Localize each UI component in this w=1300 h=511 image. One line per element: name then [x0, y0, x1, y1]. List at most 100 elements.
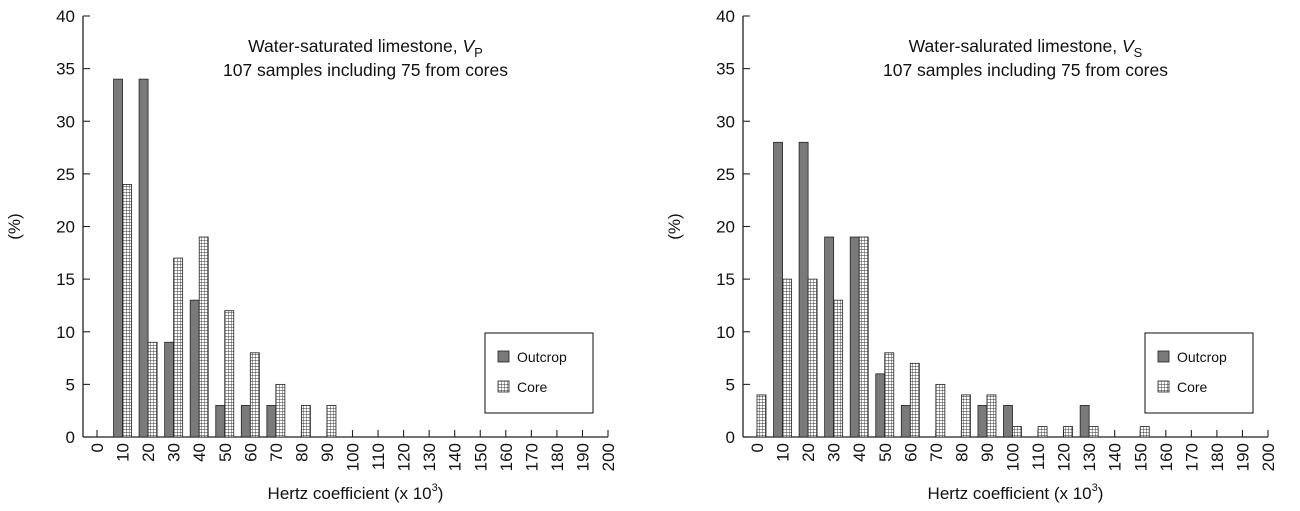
vp-y-tick-label: 30 [56, 112, 75, 131]
vp-bar-core [326, 405, 337, 438]
vs-x-tick-label: 30 [825, 443, 844, 462]
vs-x-tick-label: 100 [1004, 443, 1023, 471]
vp-x-tick-label: 80 [292, 443, 311, 462]
chart-vs: 0 5 10 15 20 25 30 35 40 0 10 20 30 40 50 60 70 80 90 100 11… [660, 0, 1300, 511]
vp-legend-box [484, 332, 594, 414]
vp-bar-outcrop [266, 405, 277, 438]
vs-x-tick-label: 50 [876, 443, 895, 462]
vp-y-tick-label: 10 [56, 323, 75, 342]
vs-x-label: Hertz coefficient (x 103) [928, 482, 1104, 503]
vs-x-label-text: Hertz coefficient (x 10 [928, 484, 1092, 503]
vp-x-tick-label: 50 [216, 443, 235, 462]
vs-bar-outcrop [1079, 405, 1090, 438]
vs-x-tick-label: 60 [901, 443, 920, 462]
vs-bar-core [1063, 426, 1074, 438]
vs-x-tick-label: 70 [927, 443, 946, 462]
chart-vp: 0 5 10 15 20 25 30 35 40 0 10 20 30 40 50 60 70 80 90 100 11… [0, 0, 640, 511]
vp-x-tick-label: 60 [241, 443, 260, 462]
vp-bar-outcrop [164, 341, 175, 438]
vs-x-tick-label: 0 [748, 443, 767, 452]
vp-x-tick-label: 190 [573, 443, 592, 471]
vp-bar-outcrop [189, 299, 200, 438]
vs-legend-outcrop-label: Outcrop [1177, 349, 1227, 365]
vp-subtitle: 107 samples including 75 from cores [223, 60, 508, 80]
vp-legend: Outcrop Core [484, 332, 594, 414]
vs-title-text: Water-salurated limestone, [909, 36, 1122, 56]
vp-bar-core [249, 352, 260, 438]
vp-x-tick-label: 70 [267, 443, 286, 462]
vs-y-tick-label: 40 [716, 7, 735, 26]
vs-bar-outcrop [900, 405, 911, 438]
vp-x-tick-label: 200 [599, 443, 618, 471]
vs-legend-box [1144, 332, 1254, 414]
vs-x-label-sup: 3 [1092, 482, 1098, 494]
vp-bar-outcrop [138, 78, 149, 438]
vp-title-text: Water-saturated limestone, [248, 36, 462, 56]
vp-x-tick-label: 10 [114, 443, 133, 462]
vs-title-sub: S [1134, 45, 1143, 60]
vs-x-tick-label: 80 [952, 443, 971, 462]
vs-legend-core-label: Core [1177, 379, 1208, 395]
vs-bar-outcrop [824, 236, 835, 438]
vs-legend-outcrop-swatch [1157, 350, 1170, 363]
vs-x-tick-label: 40 [850, 443, 869, 462]
vs-subtitle: 107 samples including 75 from cores [883, 60, 1168, 80]
vp-y-label: (%) [5, 213, 24, 239]
vp-title: Water-saturated limestone, VP [248, 36, 483, 60]
vp-y-tick-label: 35 [56, 60, 75, 79]
vp-x-tick-label: 40 [190, 443, 209, 462]
vs-bar-outcrop [977, 405, 988, 438]
vs-bar-core [756, 394, 767, 438]
vp-y-tick-label: 20 [56, 218, 75, 237]
vp-y-tick-label: 40 [56, 7, 75, 26]
vp-legend-core-swatch [497, 380, 510, 393]
vp-x-tick-label: 120 [395, 443, 414, 471]
vs-bar-outcrop [849, 236, 860, 438]
vs-x-tick-label: 130 [1080, 443, 1099, 471]
vp-x-tick-label: 150 [471, 443, 490, 471]
vp-x-label-sup: 3 [432, 482, 438, 494]
vp-legend-core-label: Core [517, 379, 548, 395]
vs-bar-core [1088, 426, 1099, 438]
vs-bar-core [986, 394, 997, 438]
vp-bar-core [122, 183, 132, 438]
vs-bar-outcrop [875, 373, 886, 438]
vp-legend-outcrop-swatch [497, 350, 510, 363]
vp-x-tick-label: 0 [88, 443, 107, 452]
vs-bar-outcrop [1003, 405, 1013, 438]
vs-x-tick-label: 150 [1131, 443, 1150, 471]
vs-bar-core [884, 352, 895, 438]
vp-title-v: V [462, 36, 476, 56]
vp-bar-outcrop [240, 405, 251, 438]
vp-x-tick-label: 180 [548, 443, 567, 471]
vp-y-tick-label: 15 [56, 270, 75, 289]
vp-x-tick-label: 100 [344, 443, 363, 471]
vs-bar-outcrop [798, 141, 809, 438]
vs-x-tick-label: 10 [774, 443, 793, 462]
vs-y-tick-label: 10 [716, 323, 735, 342]
vp-x-tick-label: 130 [420, 443, 439, 471]
vp-bar-outcrop [215, 405, 226, 438]
vs-bar-outcrop [773, 141, 783, 438]
vs-x-tick-label: 140 [1106, 443, 1125, 471]
vs-bar-core [782, 278, 792, 438]
vs-x-tick-label: 180 [1208, 443, 1227, 471]
vs-y-tick-label: 20 [716, 218, 735, 237]
vs-x-tick-label: 160 [1157, 443, 1176, 471]
vp-x-label-text: Hertz coefficient (x 10 [268, 484, 432, 503]
vs-bar-core [858, 236, 869, 438]
vp-x-tick-label: 30 [165, 443, 184, 462]
vp-bar-outcrop [113, 78, 123, 438]
vp-bar-core [300, 405, 311, 438]
vs-bar-core [1037, 426, 1048, 438]
vp-bar-core [147, 341, 158, 438]
chart-vs-svg: 0 5 10 15 20 25 30 35 40 0 10 20 30 40 50 60 70 80 90 100 11… [665, 7, 1278, 503]
vp-bar-core [173, 257, 184, 438]
vs-title-v: V [1122, 36, 1136, 56]
vs-y-tick-label: 25 [716, 165, 735, 184]
vs-y-label: (%) [665, 213, 684, 239]
vp-legend-outcrop-label: Outcrop [517, 349, 567, 365]
vp-y-tick-label: 25 [56, 165, 75, 184]
vp-bar-core [275, 383, 286, 438]
vp-y-tick-label: 0 [66, 428, 75, 447]
